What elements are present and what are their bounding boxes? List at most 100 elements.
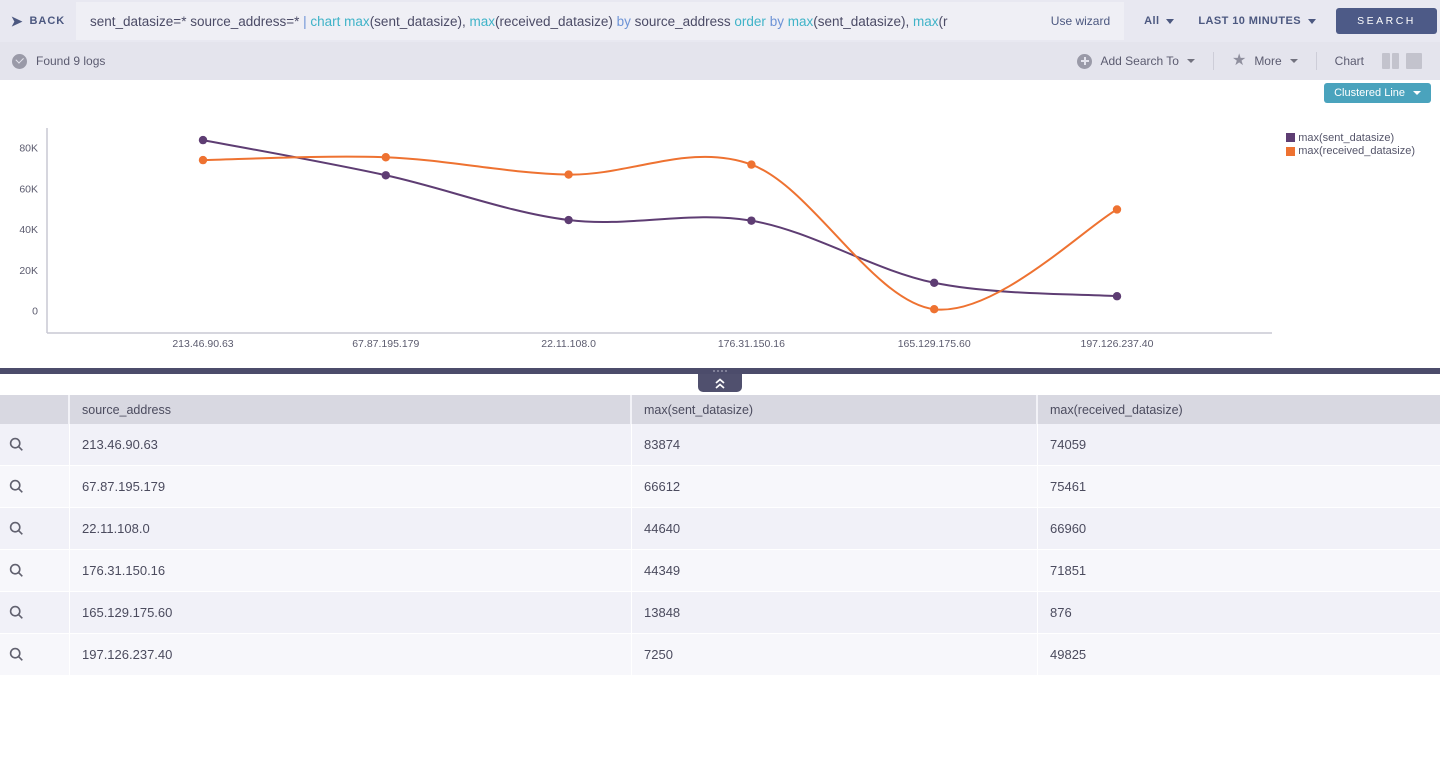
- cell-source-address: 176.31.150.16: [70, 550, 632, 591]
- layout-toggle-icons: [1382, 53, 1428, 69]
- query-token: by: [769, 13, 788, 29]
- table-header-icon-col: [0, 395, 70, 424]
- legend-item[interactable]: max(received_datasize): [1286, 145, 1415, 159]
- query-token: (received_datasize): [495, 13, 617, 29]
- query-token: chart: [310, 13, 345, 29]
- magnifier-icon[interactable]: [9, 521, 24, 536]
- row-search-cell[interactable]: [0, 550, 70, 591]
- query-text: sent_datasize=* source_address=* | chart…: [90, 14, 1035, 29]
- query-token: (r: [938, 13, 948, 29]
- scope-dropdown[interactable]: All: [1144, 15, 1175, 27]
- x-tick-label: 213.46.90.63: [172, 338, 233, 350]
- toolbar-divider: [1212, 52, 1214, 70]
- search-query-input[interactable]: sent_datasize=* source_address=* | chart…: [76, 2, 1125, 40]
- star-icon: ★: [1231, 52, 1247, 69]
- data-point[interactable]: [381, 171, 390, 180]
- magnifier-icon[interactable]: [9, 563, 24, 578]
- magnifier-icon[interactable]: [9, 647, 24, 662]
- chart-view-group: Chart: [1317, 54, 1382, 68]
- query-token: max: [469, 13, 496, 29]
- chevron-down-icon: [1413, 91, 1421, 95]
- split-view-icon[interactable]: [1382, 53, 1399, 69]
- status-toolbar: Found 9 logs Add Search To ★ More Chart: [0, 42, 1440, 80]
- y-tick-label: 40K: [19, 224, 38, 236]
- query-token: |: [303, 13, 311, 29]
- table-header-row: source_address max(sent_datasize) max(re…: [0, 395, 1440, 424]
- search-status: Found 9 logs: [12, 53, 106, 69]
- use-wizard-link[interactable]: Use wizard: [1050, 14, 1111, 28]
- row-search-cell[interactable]: [0, 424, 70, 465]
- cell-max-sent: 13848: [632, 592, 1038, 633]
- magnifier-icon[interactable]: [9, 605, 24, 620]
- chevron-down-icon: [1166, 18, 1175, 24]
- table-row: 176.31.150.16 44349 71851: [0, 550, 1440, 592]
- x-tick-label: 165.129.175.60: [898, 338, 971, 350]
- data-point[interactable]: [930, 305, 939, 314]
- cell-max-sent: 66612: [632, 466, 1038, 507]
- cell-source-address: 213.46.90.63: [70, 424, 632, 465]
- data-point[interactable]: [930, 278, 939, 287]
- data-point[interactable]: [564, 215, 573, 225]
- chevron-down-icon: [1289, 59, 1298, 63]
- x-tick-label: 67.87.195.179: [352, 338, 419, 350]
- data-point[interactable]: [198, 155, 208, 165]
- legend-label: max(sent_datasize): [1298, 131, 1395, 144]
- cell-source-address: 165.129.175.60: [70, 592, 632, 633]
- row-search-cell[interactable]: [0, 592, 70, 633]
- back-button[interactable]: ➤︎ BACK: [0, 14, 76, 28]
- add-search-to-dropdown[interactable]: Add Search To: [1059, 53, 1213, 69]
- table-header-max-sent: max(sent_datasize): [632, 395, 1038, 424]
- status-text: Found 9 logs: [36, 54, 106, 68]
- chart-view-label: Chart: [1334, 54, 1364, 68]
- back-label: BACK: [29, 15, 66, 27]
- data-point[interactable]: [564, 170, 573, 179]
- query-token: max: [787, 13, 814, 29]
- magnifier-icon[interactable]: [9, 479, 24, 494]
- y-tick-label: 0: [32, 306, 38, 318]
- table-row: 165.129.175.60 13848 876: [0, 592, 1440, 634]
- table-row: 197.126.237.40 7250 49825: [0, 634, 1440, 676]
- search-controls: All LAST 10 MINUTES SEARCH: [1124, 8, 1440, 34]
- table-header-source-address: source_address: [70, 395, 632, 424]
- results-table: source_address max(sent_datasize) max(re…: [0, 395, 1440, 676]
- more-dropdown[interactable]: ★ More: [1214, 53, 1316, 69]
- cell-max-received: 66960: [1050, 521, 1087, 536]
- time-range-value: LAST 10 MINUTES: [1198, 15, 1301, 27]
- row-search-cell[interactable]: [0, 634, 70, 675]
- magnifier-icon[interactable]: [9, 437, 24, 452]
- query-token: order: [734, 13, 770, 29]
- collapse-chart-handle[interactable]: [698, 374, 742, 392]
- time-range-dropdown[interactable]: LAST 10 MINUTES: [1198, 15, 1316, 27]
- add-search-to-label: Add Search To: [1100, 54, 1179, 68]
- data-point[interactable]: [1112, 205, 1122, 214]
- double-chevron-up-icon: [715, 377, 725, 389]
- full-view-icon[interactable]: [1406, 53, 1422, 69]
- legend-swatch: [1286, 133, 1296, 143]
- chart-type-label: Clustered Line: [1334, 87, 1405, 99]
- search-button[interactable]: SEARCH: [1336, 8, 1437, 34]
- data-point[interactable]: [747, 160, 756, 169]
- row-search-cell[interactable]: [0, 508, 70, 549]
- table-body: 213.46.90.63 83874 74059 67.87.195.179 66612…: [0, 424, 1440, 676]
- data-point[interactable]: [1112, 292, 1122, 301]
- row-search-cell[interactable]: [0, 466, 70, 507]
- cell-max-received: 49825: [1050, 647, 1087, 662]
- chart-panel: Clustered Line 0 20K 40K 60K 80K 213.46.90.63…: [0, 80, 1440, 368]
- table-header-max-received: max(received_datasize): [1050, 402, 1183, 417]
- data-point[interactable]: [747, 216, 756, 225]
- query-token: (sent_datasize),: [369, 13, 470, 29]
- data-point[interactable]: [381, 153, 390, 162]
- query-token: by: [616, 13, 635, 29]
- chevron-down-icon: [1186, 59, 1195, 63]
- cell-source-address: 67.87.195.179: [70, 466, 632, 507]
- cell-source-address: 197.126.237.40: [70, 634, 632, 675]
- cell-max-sent: 83874: [632, 424, 1038, 465]
- chart-type-dropdown[interactable]: Clustered Line: [1324, 83, 1431, 103]
- splitter-bar[interactable]: [0, 368, 1440, 374]
- legend-item[interactable]: max(sent_datasize): [1286, 131, 1415, 145]
- check-circle-icon: [12, 53, 27, 69]
- y-tick-label: 20K: [19, 265, 38, 277]
- chart-legend: max(sent_datasize) max(received_datasize): [1286, 131, 1415, 158]
- plus-circle-icon: [1077, 53, 1093, 69]
- data-point[interactable]: [198, 135, 208, 145]
